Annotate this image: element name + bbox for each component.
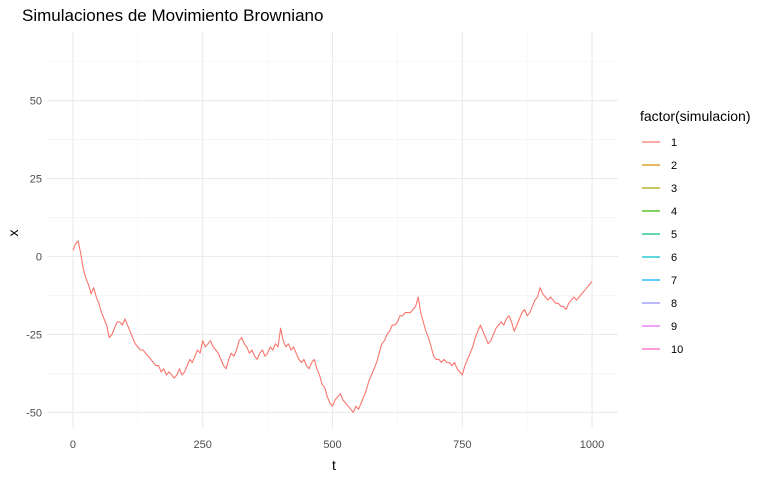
chart-title: Simulaciones de Movimiento Browniano (22, 6, 323, 25)
y-tick-label: 50 (30, 96, 42, 108)
x-tick-label: 750 (453, 439, 471, 451)
y-tick-label: 0 (36, 252, 42, 264)
legend-label-6: 6 (671, 252, 677, 264)
x-tick-label: 1000 (580, 439, 604, 451)
grid (47, 32, 618, 428)
legend-title: factor(simulacion) (640, 108, 750, 124)
y-axis-ticks: -50 -25 0 25 50 (26, 96, 42, 420)
legend-label-1: 1 (671, 137, 677, 149)
legend-label-9: 9 (671, 321, 677, 333)
series-line-1 (72, 240, 593, 413)
y-axis-title: x (5, 230, 21, 237)
legend-label-7: 7 (671, 275, 677, 287)
series-layer (72, 240, 593, 413)
x-axis-ticks: 0 250 500 750 1000 (70, 439, 604, 451)
y-tick-label: -25 (26, 329, 42, 341)
x-tick-label: 250 (194, 439, 212, 451)
legend-label-2: 2 (671, 160, 677, 172)
legend-label-8: 8 (671, 298, 677, 310)
legend-label-3: 3 (671, 183, 677, 195)
x-tick-label: 500 (323, 439, 341, 451)
legend-label-5: 5 (671, 229, 677, 241)
legend-label-4: 4 (671, 206, 677, 218)
y-tick-label: -50 (26, 407, 42, 419)
y-tick-label: 25 (30, 174, 42, 186)
legend-label-10: 10 (671, 344, 683, 356)
x-tick-label: 0 (70, 439, 76, 451)
legend: 1 2 3 4 5 6 7 8 9 10 (642, 137, 683, 356)
x-axis-title: t (332, 457, 336, 473)
